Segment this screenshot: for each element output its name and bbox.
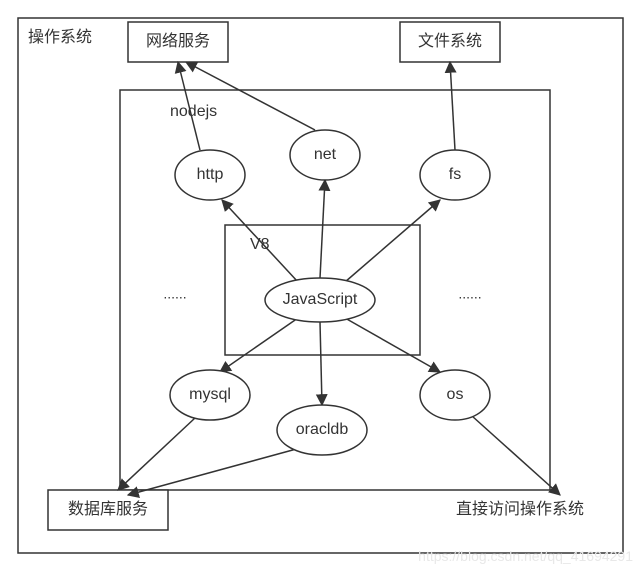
db-service-label: 数据库服务: [68, 500, 148, 518]
direct-os-label: 直接访问操作系统: [456, 500, 584, 518]
dots-left: ......: [163, 286, 186, 302]
nodejs-label: nodejs: [170, 103, 217, 120]
net_service-label: 网络服务: [146, 31, 210, 50]
net-label: net: [314, 146, 337, 163]
oracldb-label: oracldb: [296, 421, 349, 438]
file_sys-label: 文件系统: [418, 32, 482, 50]
os-outer-label: 操作系统: [28, 28, 92, 46]
js-label: JavaScript: [283, 291, 358, 308]
v8-label: V8: [250, 236, 270, 253]
http-label: http: [197, 166, 224, 183]
watermark: https://blog.csdn.net/qq_41694291: [418, 548, 633, 564]
os_mod-label: os: [447, 386, 464, 403]
fs-label: fs: [449, 166, 461, 183]
dots-right: ......: [458, 286, 481, 302]
mysql-label: mysql: [189, 386, 231, 403]
